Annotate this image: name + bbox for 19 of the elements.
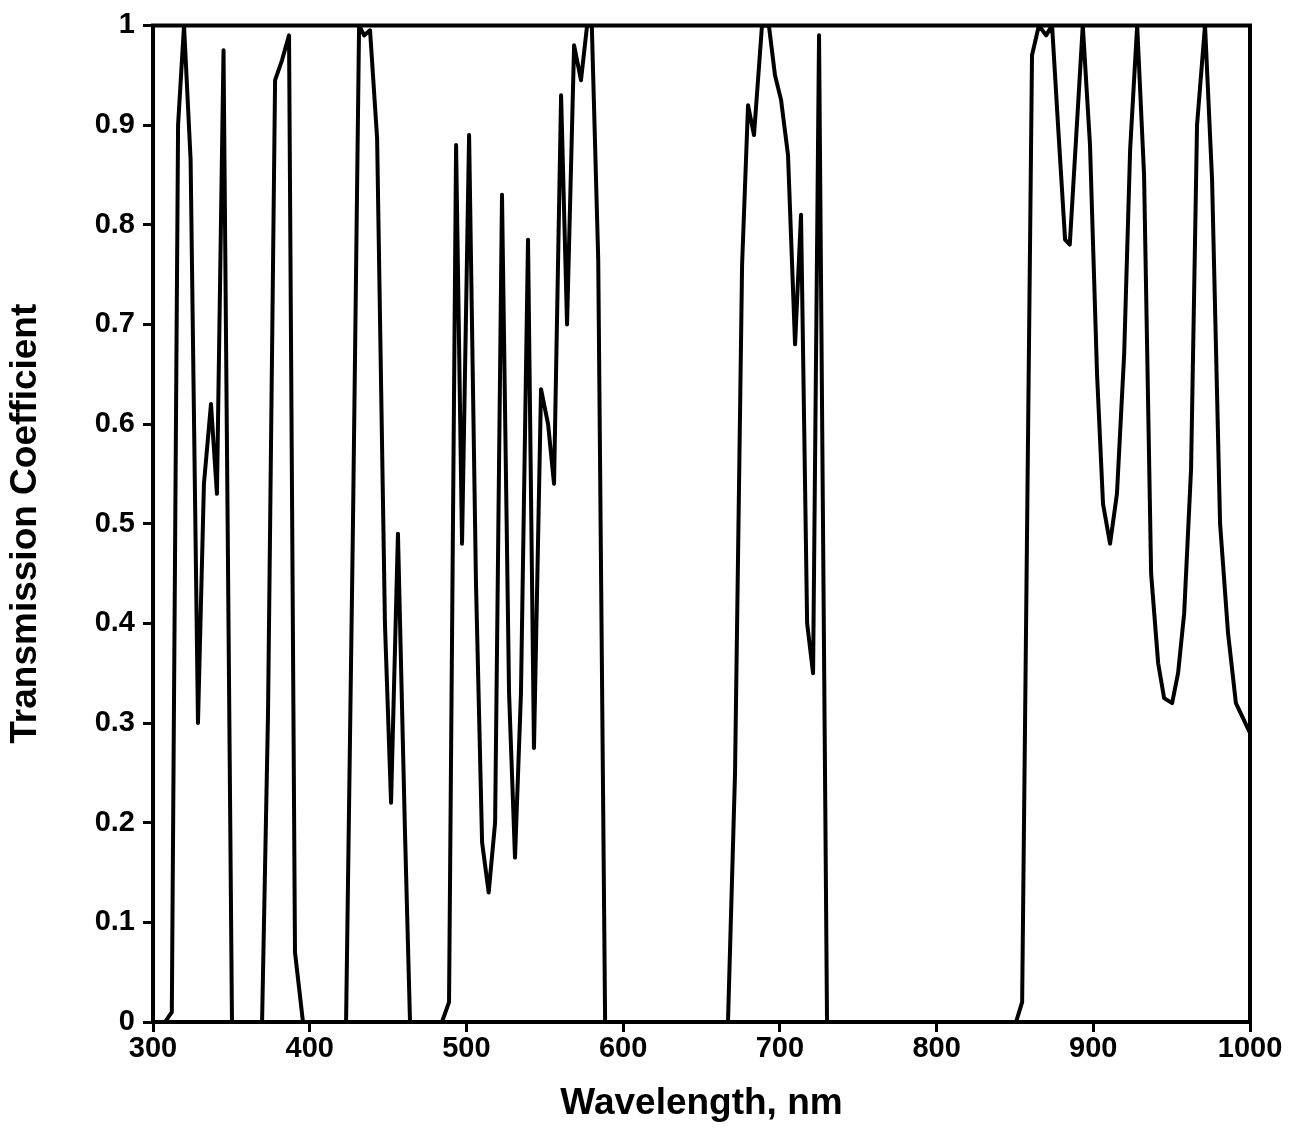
- y-tick-label: 1: [118, 7, 135, 40]
- x-tick-label: 900: [1069, 1031, 1118, 1064]
- y-tick-label: 0.5: [94, 505, 135, 538]
- y-tick-label: 0.8: [94, 206, 135, 239]
- y-tick-label: 0.2: [94, 804, 135, 837]
- x-tick-label: 700: [755, 1031, 805, 1064]
- y-axis-title: Transmission Coefficient: [3, 303, 45, 744]
- y-tick-label: 0.4: [94, 605, 135, 638]
- y-tick-label: 0.6: [94, 406, 135, 439]
- y-tick-label: 0.3: [94, 705, 135, 738]
- x-tick-label: 600: [598, 1031, 648, 1064]
- y-tick-label: 0.9: [94, 107, 135, 140]
- y-tick-label: 0.7: [94, 306, 135, 339]
- x-tick-label: 1000: [1217, 1031, 1283, 1064]
- x-tick-label: 400: [285, 1031, 334, 1064]
- y-tick-label: 0.1: [94, 904, 135, 937]
- x-axis-title: Wavelength, nm: [560, 1081, 843, 1122]
- x-tick-label: 500: [442, 1031, 491, 1064]
- x-tick-label: 800: [912, 1031, 961, 1064]
